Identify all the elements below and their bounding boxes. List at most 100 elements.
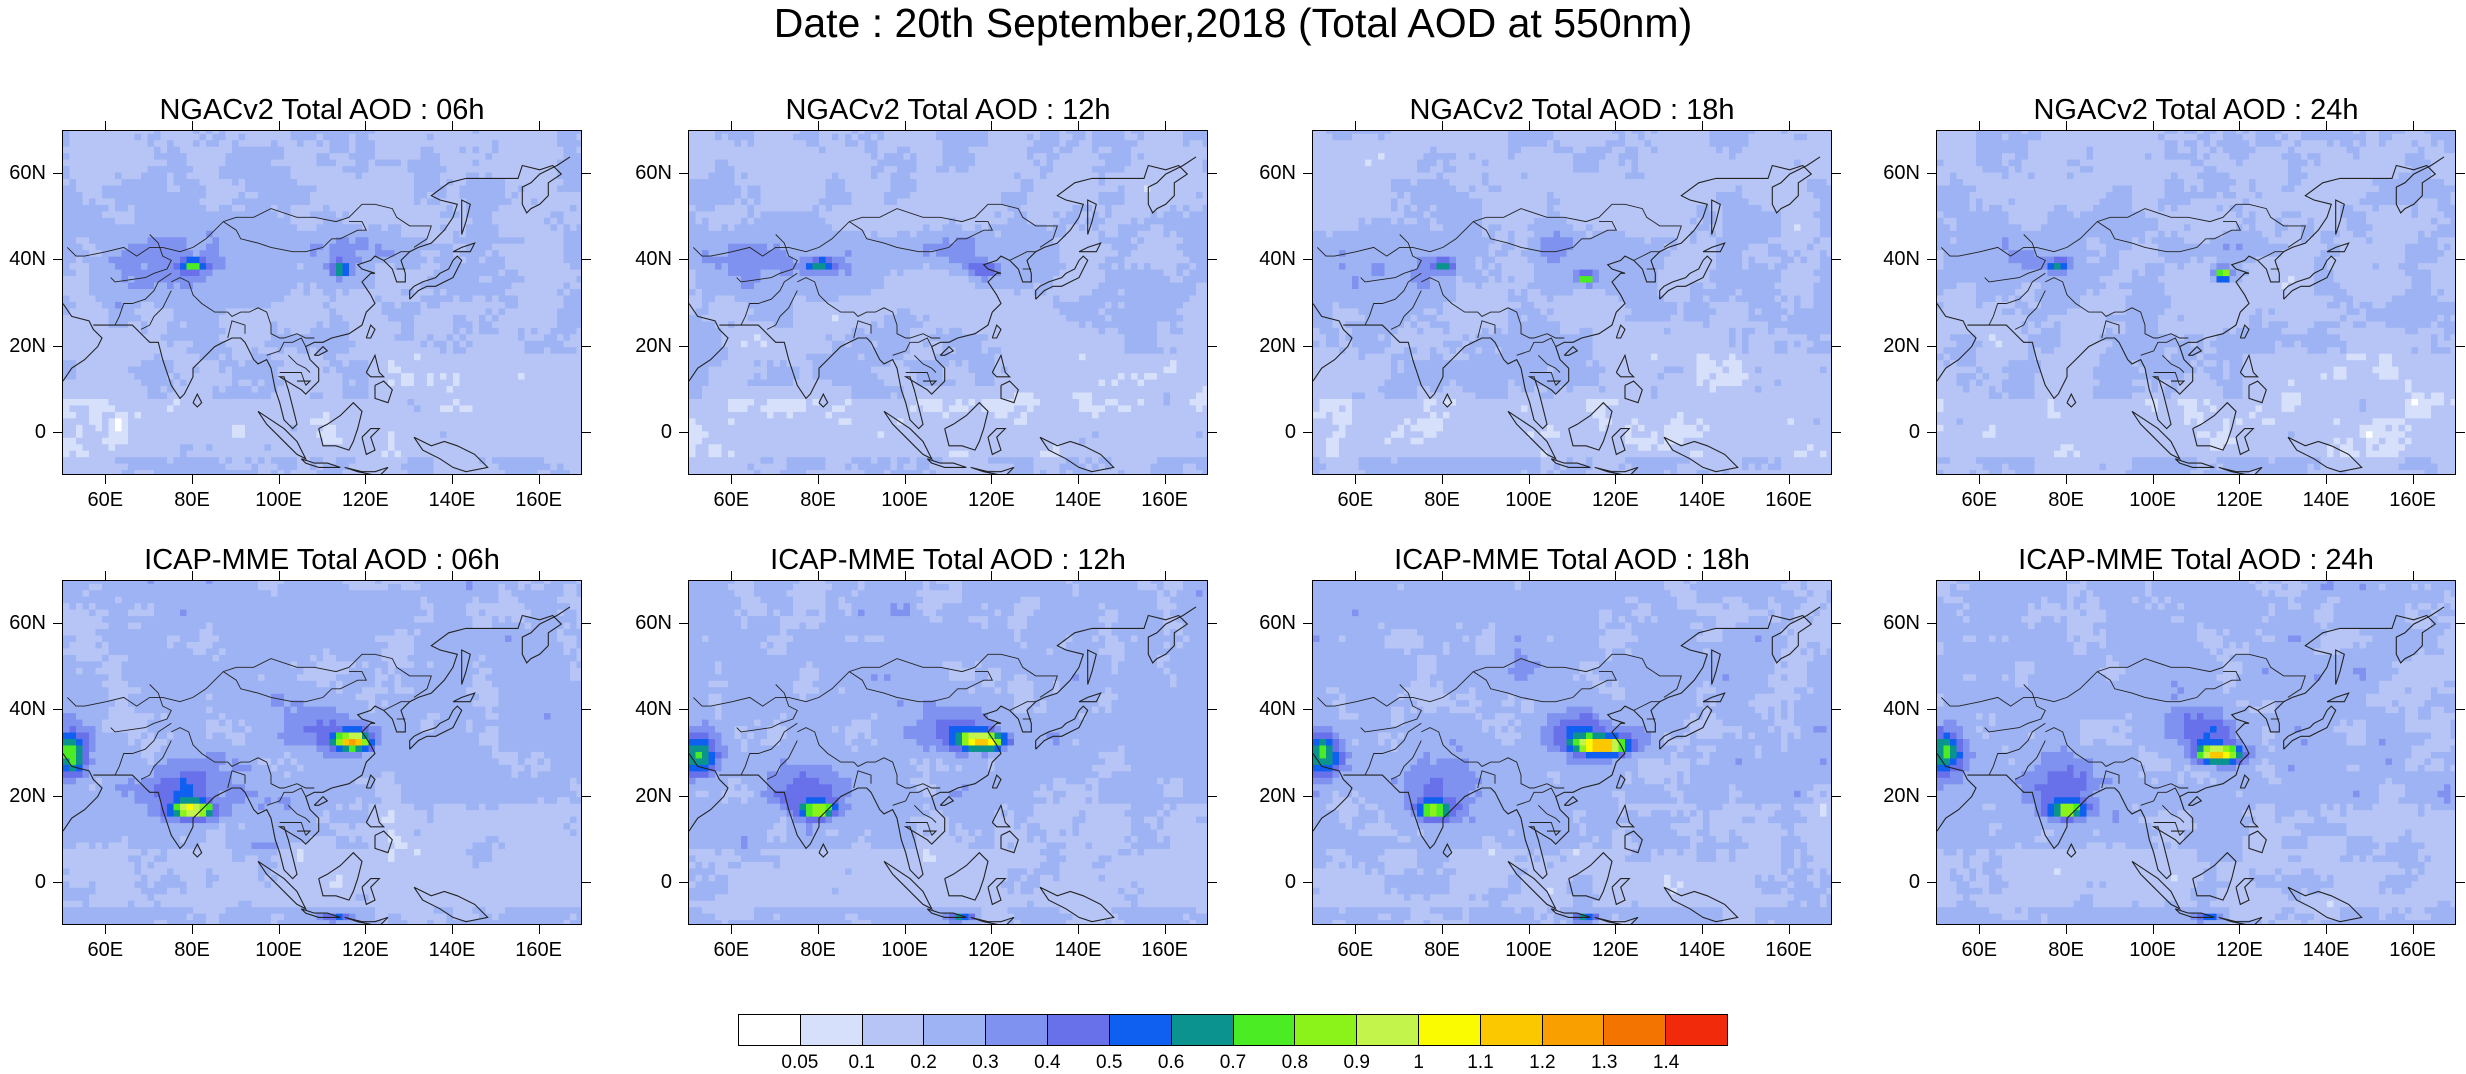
aod-cell [330,321,337,328]
aod-cell [343,424,350,431]
aod-cell [336,159,343,166]
aod-cell [167,457,174,464]
aod-cell [466,405,473,412]
aod-cell [200,347,207,354]
aod-cell [421,470,428,475]
aod-cell [715,146,722,153]
aod-cell [362,463,369,470]
aod-cell [479,282,486,289]
aod-cell [154,379,161,386]
aod-cell [213,463,220,470]
aod-cell [232,140,239,147]
aod-cell [343,353,350,360]
aod-cell [271,243,278,250]
aod-cell [696,288,703,295]
aod-cell [349,334,356,341]
aod-cell [505,166,512,173]
aod-cell [239,424,246,431]
aod-cell [453,288,460,295]
aod-cell [577,237,583,244]
aod-cell [728,411,735,418]
aod-cell [440,301,447,308]
aod-cell [570,250,577,257]
aod-cell [174,398,181,405]
aod-cell [531,133,538,140]
aod-cell [304,140,311,147]
aod-cell [219,470,226,475]
aod-cell [741,373,748,380]
aod-cell [141,314,148,321]
aod-cell [167,463,174,470]
aod-cell [577,385,583,392]
aod-cell [200,424,207,431]
aod-cell [356,373,363,380]
aod-cell [102,275,109,282]
aod-cell [486,191,493,198]
aod-cell [102,256,109,263]
aod-cell [564,347,571,354]
aod-cell [421,360,428,367]
aod-cell [447,418,454,425]
aod-cell [76,411,83,418]
aod-cell [505,366,512,373]
aod-cell [531,360,538,367]
aod-cell [741,418,748,425]
aod-cell [310,308,317,315]
aod-cell [709,224,716,231]
aod-cell [696,301,703,308]
aod-cell [252,204,259,211]
aod-cell [115,392,122,399]
aod-cell [505,308,512,315]
aod-cell [206,470,213,475]
aod-cell [330,314,337,321]
aod-cell [447,327,454,334]
aod-cell [715,217,722,224]
aod-cell [499,282,506,289]
aod-cell [239,437,246,444]
aod-cell [722,243,729,250]
aod-cell [525,217,532,224]
aod-cell [317,140,324,147]
aod-cell [525,230,532,237]
aod-cell [512,327,519,334]
aod-cell [696,334,703,341]
aod-cell [174,191,181,198]
aod-cell [76,373,83,380]
aod-cell [122,153,129,160]
aod-cell [239,301,246,308]
aod-cell [466,321,473,328]
aod-cell [232,301,239,308]
aod-cell [577,353,583,360]
lat-tick-label: 0 [35,421,46,443]
aod-cell [122,360,129,367]
aod-cell [83,340,90,347]
aod-cell [89,288,96,295]
aod-cell [102,172,109,179]
aod-cell [161,282,168,289]
aod-cell [265,379,272,386]
aod-cell [83,431,90,438]
aod-cell [219,373,226,380]
aod-cell [382,211,389,218]
aod-cell [512,379,519,386]
aod-cell [122,159,129,166]
aod-cell [317,392,324,399]
aod-cell [696,470,703,475]
aod-cell [161,217,168,224]
aod-cell [226,437,233,444]
aod-cell [748,385,755,392]
aod-cell [702,340,709,347]
aod-cell [728,450,735,457]
aod-cell [122,463,129,470]
aod-cell [271,282,278,289]
aod-cell [473,224,480,231]
aod-cell [401,282,408,289]
aod-cell [486,431,493,438]
aod-cell [161,321,168,328]
aod-cell [369,418,376,425]
aod-cell [284,230,291,237]
aod-cell [748,211,755,218]
aod-cell [570,450,577,457]
aod-cell [741,172,748,179]
aod-cell [109,405,116,412]
